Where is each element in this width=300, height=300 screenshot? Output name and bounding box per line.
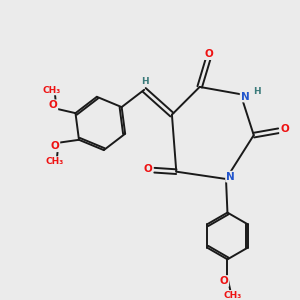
Text: H: H <box>253 87 260 96</box>
Text: CH₃: CH₃ <box>45 157 63 166</box>
Text: O: O <box>144 164 152 174</box>
Text: H: H <box>142 76 149 85</box>
Text: O: O <box>51 141 59 151</box>
Text: O: O <box>49 100 57 110</box>
Text: N: N <box>226 172 235 182</box>
Text: O: O <box>220 276 228 286</box>
Text: CH₃: CH₃ <box>224 291 242 300</box>
Text: O: O <box>205 49 213 59</box>
Text: CH₃: CH₃ <box>43 85 61 94</box>
Text: O: O <box>280 124 289 134</box>
Text: N: N <box>241 92 249 102</box>
